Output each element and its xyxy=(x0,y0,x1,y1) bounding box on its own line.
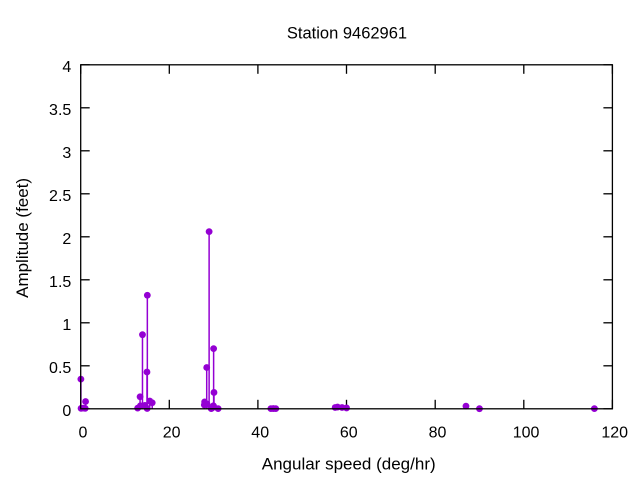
svg-text:1: 1 xyxy=(62,317,71,334)
svg-text:60: 60 xyxy=(340,424,358,441)
svg-text:100: 100 xyxy=(513,424,540,441)
svg-text:Angular speed (deg/hr): Angular speed (deg/hr) xyxy=(262,454,436,473)
svg-text:1.5: 1.5 xyxy=(49,274,71,291)
svg-text:120: 120 xyxy=(601,424,628,441)
svg-text:20: 20 xyxy=(163,424,181,441)
svg-text:3: 3 xyxy=(62,145,71,162)
svg-text:Amplitude (feet): Amplitude (feet) xyxy=(13,178,32,298)
svg-text:40: 40 xyxy=(251,424,269,441)
svg-text:0: 0 xyxy=(62,403,71,420)
svg-text:4: 4 xyxy=(62,59,71,76)
svg-text:0.5: 0.5 xyxy=(49,360,71,377)
svg-text:3.5: 3.5 xyxy=(49,102,71,119)
svg-text:80: 80 xyxy=(429,424,447,441)
svg-text:Station 9462961: Station 9462961 xyxy=(287,25,407,43)
svg-text:0: 0 xyxy=(79,424,88,441)
svg-text:2.5: 2.5 xyxy=(49,188,71,205)
svg-text:2: 2 xyxy=(62,231,71,248)
